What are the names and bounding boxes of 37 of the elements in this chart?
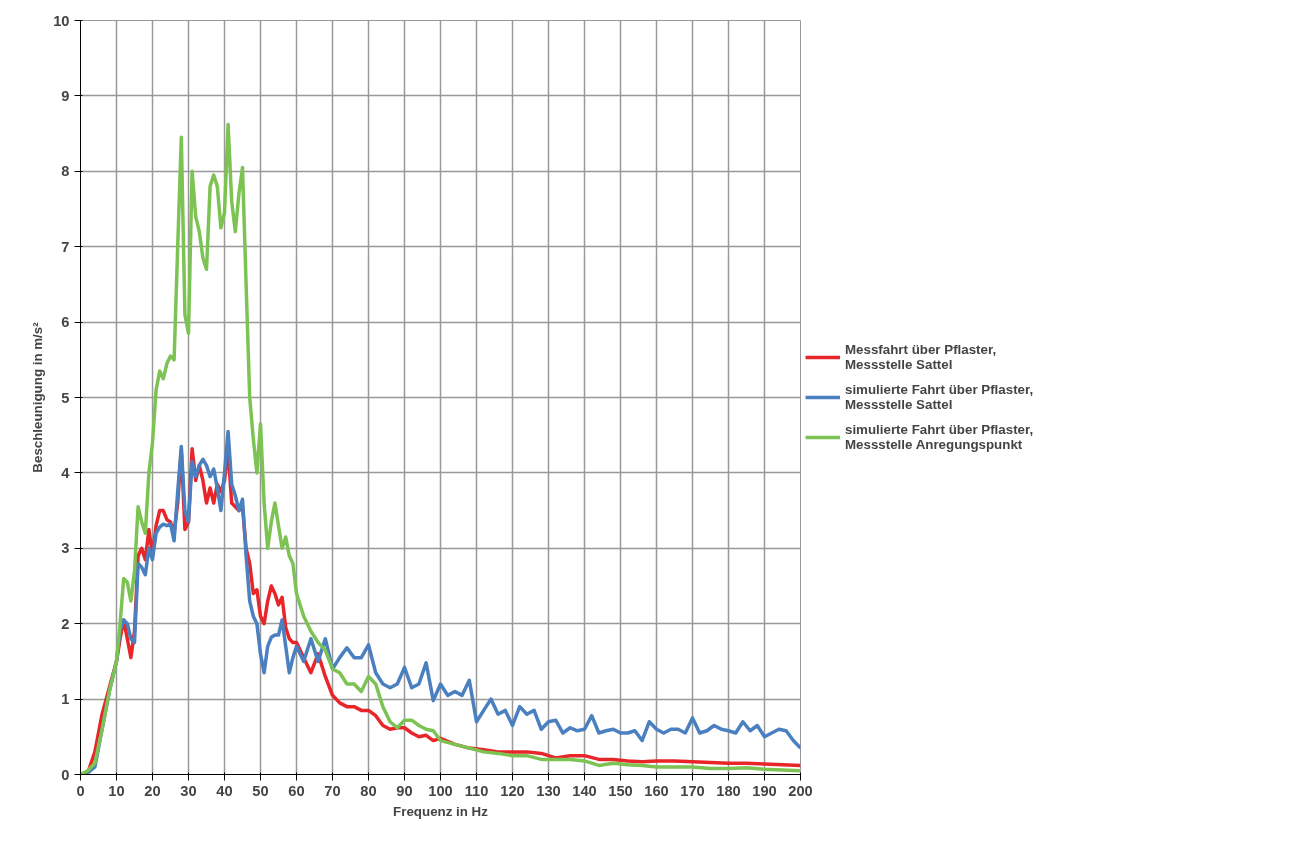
- x-tick-label: 160: [644, 782, 669, 799]
- x-tick-label: 140: [572, 782, 597, 799]
- x-tick-label: 70: [324, 782, 341, 799]
- y-tick-label: 6: [61, 314, 70, 331]
- x-tick-label: 10: [108, 782, 125, 799]
- legend-label: simulierte Fahrt über Pflaster, Messstelle Sattel: [845, 382, 1034, 412]
- y-tick-label: 9: [61, 87, 70, 104]
- y-axis-title: Beschleunigung in m/s²: [30, 321, 46, 473]
- y-tick-label: 5: [61, 389, 70, 406]
- x-tick-label: 40: [216, 782, 233, 799]
- x-tick-label: 80: [360, 782, 377, 799]
- legend-label: simulierte Fahrt über Pflaster, Messstelle Anregungspunkt: [845, 422, 1034, 452]
- x-tick-label: 60: [288, 782, 305, 799]
- x-axis-title: Frequenz in Hz: [393, 803, 489, 819]
- x-tick-label: 50: [252, 782, 269, 799]
- y-tick-label: 1: [61, 691, 70, 708]
- x-tick-label: 30: [180, 782, 197, 799]
- x-tick-label: 180: [716, 782, 741, 799]
- y-tick-label: 4: [61, 464, 71, 481]
- y-tick-label: 3: [61, 540, 70, 557]
- legend-label: Messfahrt über Pflaster, Messstelle Sattel: [845, 342, 997, 372]
- x-tick-label: 120: [500, 782, 525, 799]
- y-tick-label: 10: [53, 12, 70, 29]
- x-tick-label: 100: [428, 782, 453, 799]
- x-tick-label: 0: [76, 782, 85, 799]
- x-tick-label: 150: [608, 782, 633, 799]
- x-tick-label: 170: [680, 782, 705, 799]
- x-tick-label: 190: [752, 782, 777, 799]
- y-tick-label: 8: [61, 163, 70, 180]
- x-tick-label: 130: [536, 782, 561, 799]
- y-tick-label: 0: [61, 766, 70, 783]
- x-tick-label: 90: [396, 782, 413, 799]
- x-tick-label: 110: [464, 782, 489, 799]
- y-tick-label: 7: [61, 238, 70, 255]
- y-tick-label: 2: [61, 615, 70, 632]
- x-tick-label: 20: [144, 782, 161, 799]
- x-tick-label: 200: [788, 782, 813, 799]
